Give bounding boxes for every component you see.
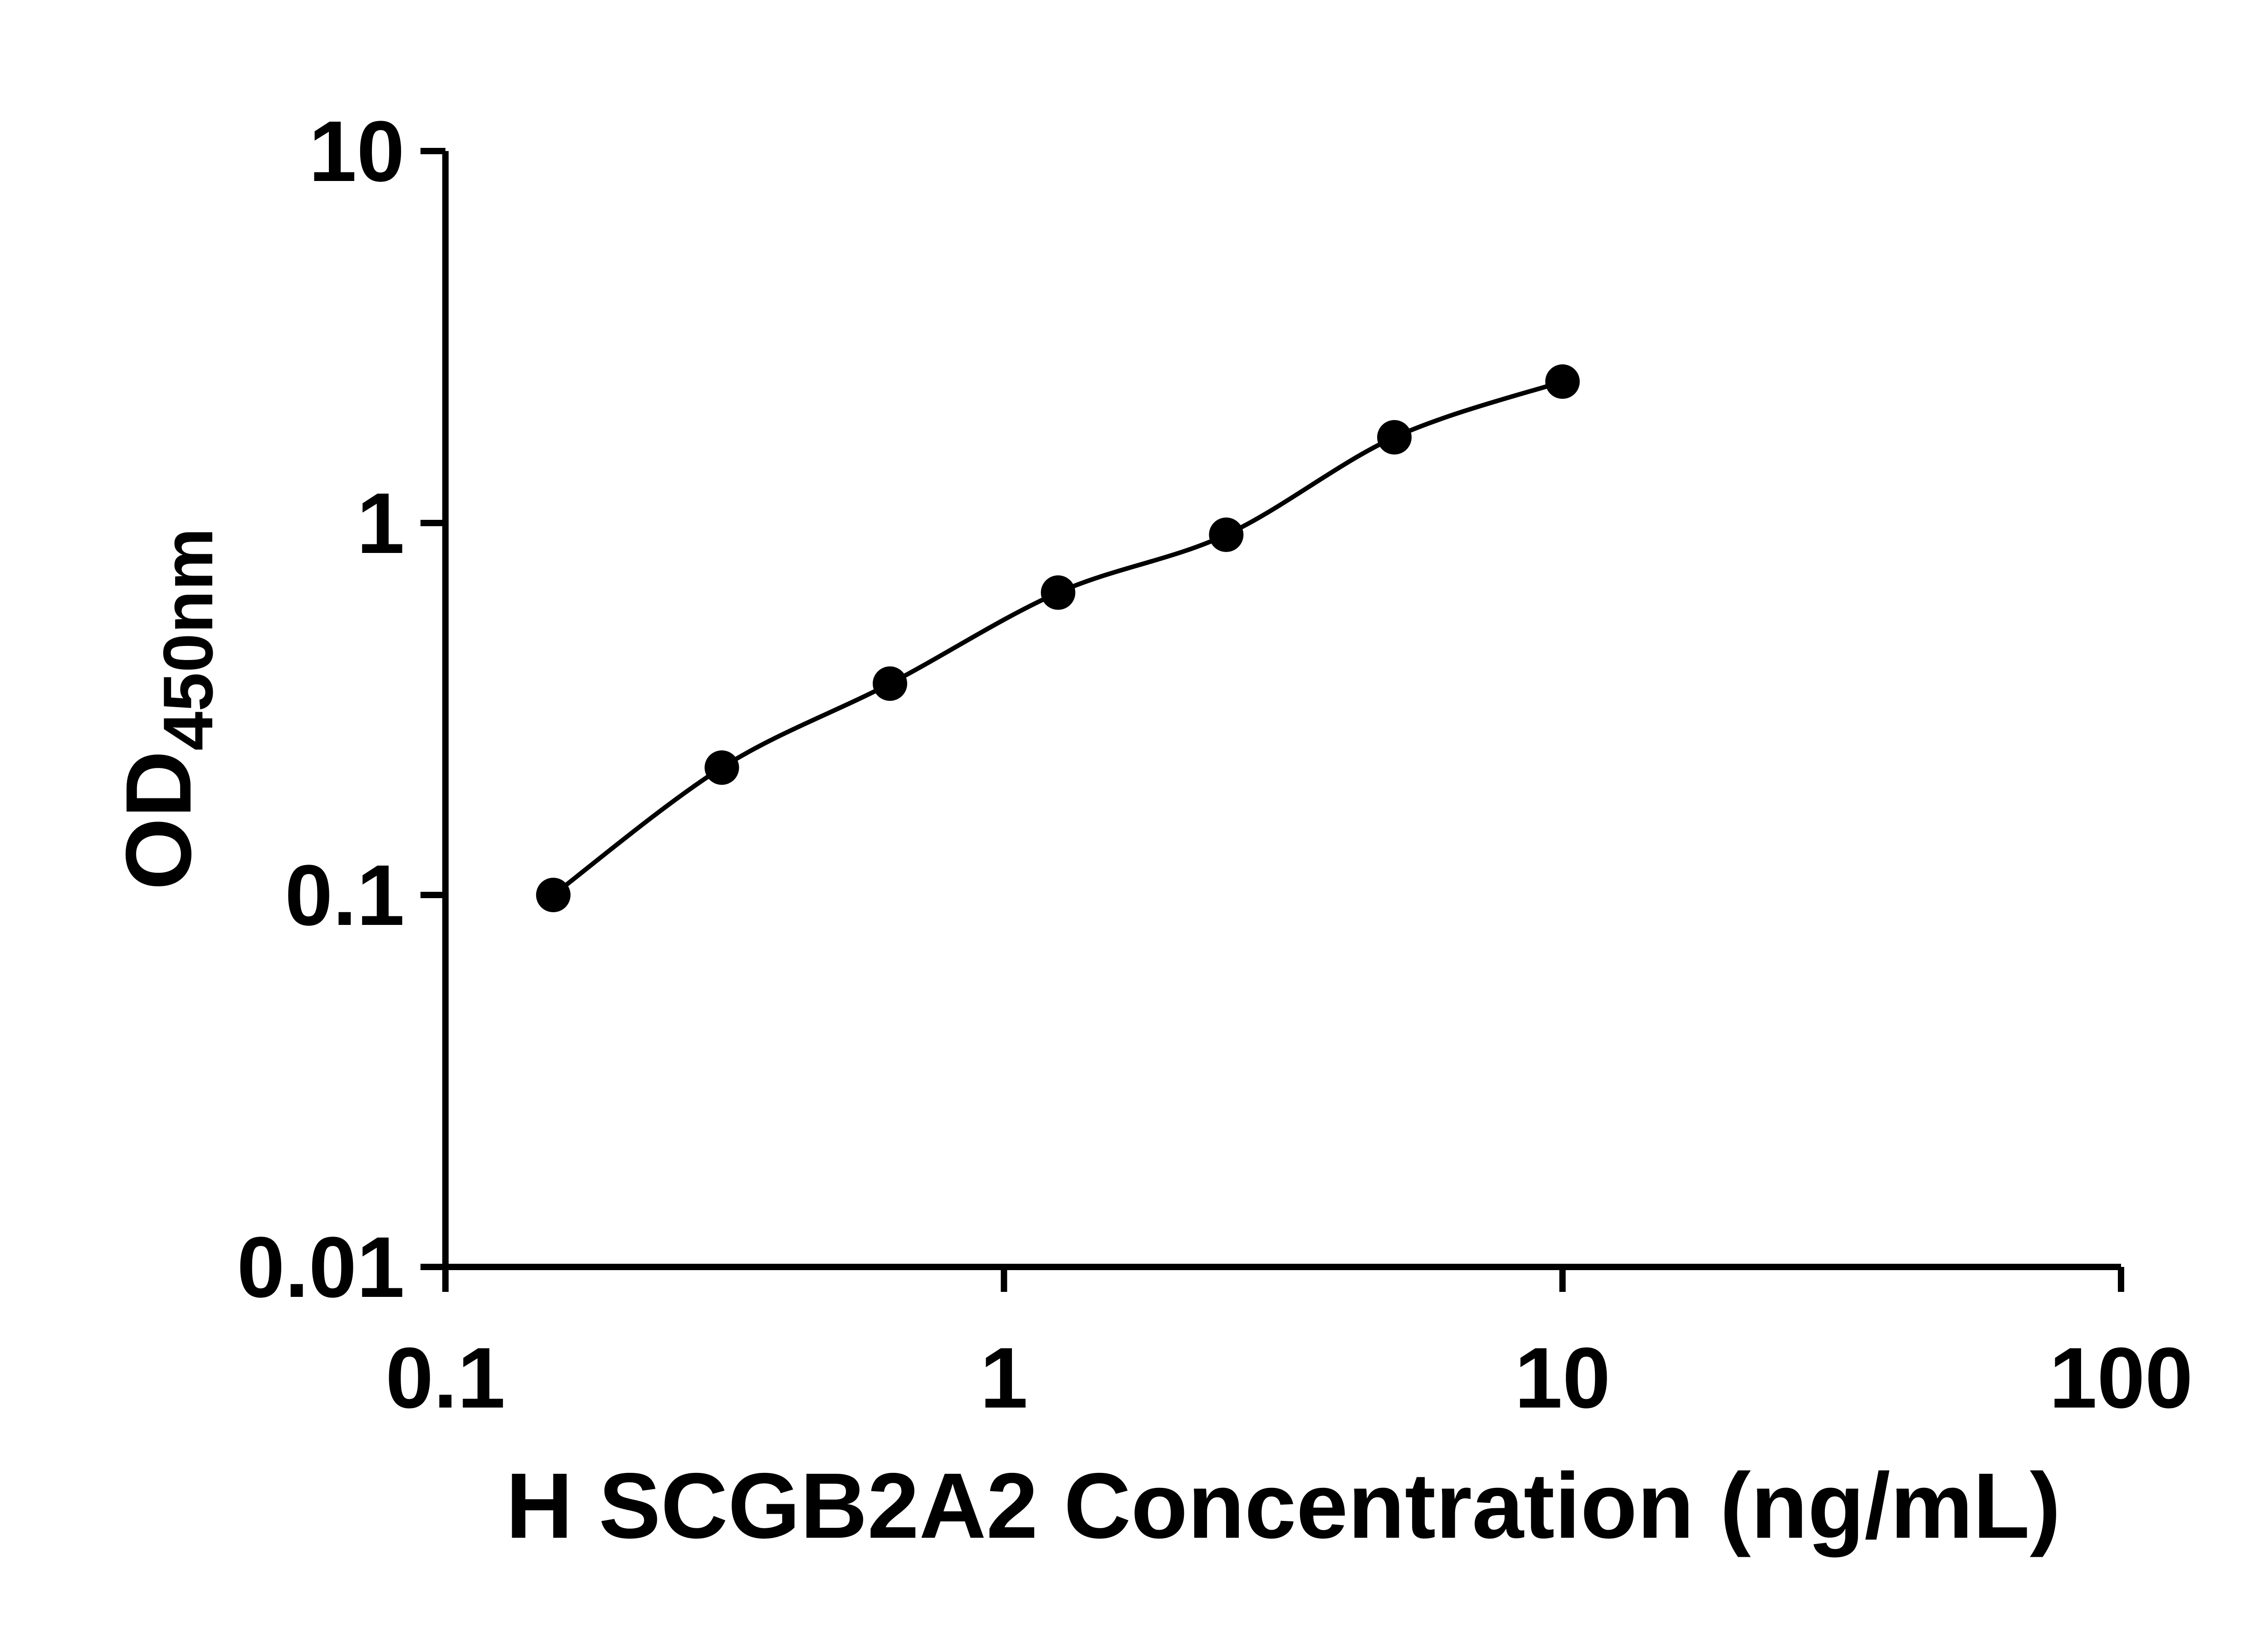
y-tick-label: 0.1	[285, 847, 405, 944]
data-point-marker	[536, 878, 571, 912]
data-point-marker	[1041, 575, 1075, 610]
x-tick-label: 0.1	[386, 1330, 505, 1426]
y-tick-label: 1	[357, 475, 405, 572]
data-point-marker	[704, 750, 739, 785]
data-point-marker	[872, 666, 907, 701]
y-axis-title-subscript: 450nm	[149, 528, 227, 751]
axes-lines	[442, 151, 2121, 1270]
y-tick-label: 10	[309, 103, 405, 200]
x-tick-label: 100	[2049, 1330, 2193, 1426]
x-tick-label: 1	[980, 1330, 1028, 1426]
standard-curve-line	[552, 379, 1564, 897]
y-axis-title-main: OD	[107, 751, 210, 890]
data-point-marker	[1377, 420, 1412, 455]
data-point-marker	[1209, 517, 1244, 552]
x-axis-title: H SCGB2A2 Concentration (ng/mL)	[506, 1454, 2061, 1558]
x-tick-label: 10	[1515, 1330, 1610, 1426]
y-axis-title: OD450nm	[107, 528, 227, 890]
data-point-marker	[1545, 364, 1580, 399]
y-tick-label: 0.01	[237, 1219, 405, 1315]
